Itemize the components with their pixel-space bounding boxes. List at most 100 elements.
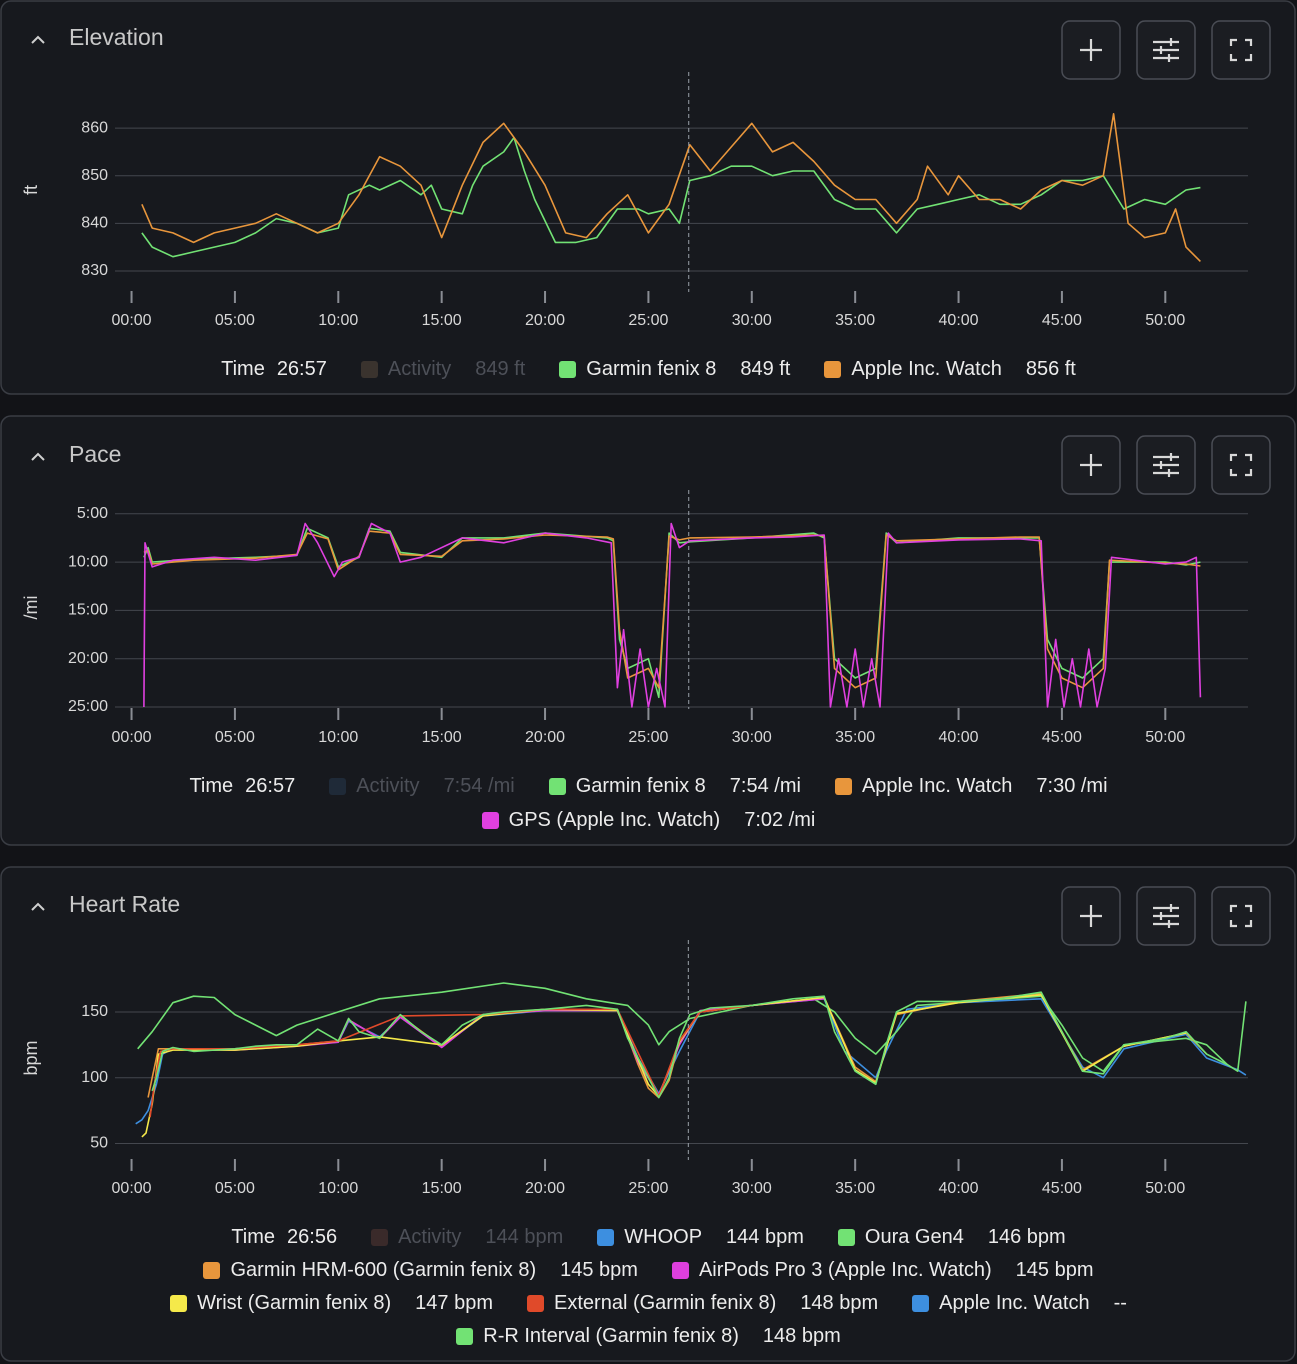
add-button[interactable] [1061, 886, 1121, 946]
collapse-chevron[interactable] [31, 902, 45, 911]
time-label: Time [221, 357, 265, 380]
legend-swatch [597, 1228, 615, 1246]
legend-item[interactable]: Activity 849 ft [360, 358, 525, 381]
legend-item[interactable]: External (Garmin fenix 8) 148 bpm [527, 1292, 878, 1315]
button-frame [1211, 435, 1271, 495]
legend-time: Time 26:57 [221, 358, 327, 381]
add-button[interactable] [1061, 20, 1121, 80]
legend-readout: -- [1113, 1291, 1127, 1314]
x-tick-label: 15:00 [422, 729, 462, 746]
legend-name: Apple Inc. Watch [861, 774, 1013, 797]
legend-swatch [837, 1228, 855, 1246]
x-tick-label: 00:00 [112, 1180, 152, 1197]
x-tick-label: 05:00 [215, 312, 255, 329]
legend-item[interactable]: AirPods Pro 3 (Apple Inc. Watch) 145 bpm [671, 1259, 1094, 1282]
y-axis-label: bpm [21, 1040, 41, 1075]
legend-readout: 7:30 /mi [1036, 774, 1108, 797]
legend-swatch [203, 1261, 221, 1279]
legend-row: Wrist (Garmin fenix 8) 147 bpm External (G… [0, 1288, 1297, 1318]
x-tick-label: 45:00 [1042, 729, 1082, 746]
sliders-icon [1153, 38, 1179, 62]
legend-item[interactable]: Oura Gen4 146 bpm [837, 1225, 1066, 1249]
add-button[interactable] [1061, 435, 1121, 495]
legend-item[interactable]: Apple Inc. Watch 7:30 /mi [834, 774, 1108, 798]
legend-name: R-R Interval (Garmin fenix 8) [483, 1324, 739, 1347]
legend-name: External (Garmin fenix 8) [554, 1291, 777, 1314]
x-tick-label: 25:00 [628, 312, 668, 329]
panel [0, 0, 1296, 395]
legend-row: R-R Interval (Garmin fenix 8) 148 bpm [0, 1321, 1297, 1351]
legend-readout: 7:54 /mi [729, 774, 801, 797]
fullscreen-icon [1229, 38, 1253, 62]
x-tick-label: 15:00 [422, 312, 462, 329]
legend-item[interactable]: Apple Inc. Watch -- [912, 1292, 1127, 1315]
legend-item[interactable]: Wrist (Garmin fenix 8) 147 bpm [170, 1292, 493, 1315]
legend-item[interactable]: Apple Inc. Watch 856 ft [824, 358, 1076, 381]
fullscreen-button[interactable] [1211, 435, 1271, 495]
y-tick-label: 850 [81, 167, 108, 184]
x-tick-label: 10:00 [318, 729, 358, 746]
time-value: 26:57 [276, 357, 327, 380]
legend-item[interactable]: Activity 144 bpm [371, 1226, 563, 1249]
legend-item[interactable]: R-R Interval (Garmin fenix 8) 148 bpm [456, 1324, 841, 1348]
legend-row: GPS (Apple Inc. Watch) 7:02 /mi [0, 805, 1297, 835]
series-line [143, 530, 1201, 689]
y-tick-label: 10:00 [68, 553, 108, 570]
legend-swatch [559, 360, 577, 378]
settings-button[interactable] [1136, 886, 1196, 946]
y-tick-label: 25:00 [68, 698, 108, 715]
legend-name: Apple Inc. Watch [851, 357, 1002, 380]
legend-item[interactable]: Garmin HRM-600 (Garmin fenix 8) 145 bpm [203, 1258, 638, 1282]
series-line [143, 522, 1202, 708]
y-tick-label: 150 [81, 1003, 108, 1020]
x-tick-label: 25:00 [628, 1180, 668, 1197]
x-tick-label: 15:00 [422, 1180, 462, 1197]
legend-row: Garmin HRM-600 (Garmin fenix 8) 145 bpm Ai… [0, 1255, 1297, 1285]
x-tick-label: 30:00 [732, 312, 772, 329]
y-tick-label: 830 [81, 262, 108, 279]
y-tick-label: 15:00 [68, 602, 108, 619]
legend-swatch [329, 777, 347, 795]
panel-title: Heart Rate [69, 891, 180, 917]
fullscreen-button[interactable] [1211, 20, 1271, 80]
time-value: 26:56 [287, 1225, 338, 1248]
x-tick-label: 40:00 [939, 312, 979, 329]
legend-row: Time 26:57 Activity 7:54 /mi Garmin fenix 8 7… [0, 771, 1297, 801]
time-label: Time [189, 774, 234, 797]
y-axis-label: ft [21, 185, 41, 195]
x-tick-label: 50:00 [1145, 312, 1185, 329]
legend-item[interactable]: GPS (Apple Inc. Watch) 7:02 /mi [481, 809, 815, 832]
legend-time: Time 26:56 [231, 1226, 337, 1249]
legend-readout: 145 bpm [560, 1258, 638, 1281]
legend-name: Garmin fenix 8 [575, 774, 706, 797]
fullscreen-button[interactable] [1211, 886, 1271, 946]
panel-title: Pace [69, 441, 121, 467]
y-tick-label: 50 [90, 1135, 108, 1152]
series-line [141, 994, 1187, 1138]
legend-name: Oura Gen4 [864, 1225, 964, 1248]
legend-row: Time 26:56 Activity 144 bpm WHOOP 144 bpm Oura… [0, 1222, 1297, 1252]
series-line [141, 136, 1201, 258]
collapse-chevron[interactable] [31, 452, 45, 461]
collapse-chevron[interactable] [31, 35, 45, 44]
legend-item[interactable]: Garmin fenix 8 7:54 /mi [548, 774, 801, 798]
settings-button[interactable] [1136, 20, 1196, 80]
legend-item[interactable]: Garmin fenix 8 849 ft [559, 358, 790, 381]
legend-readout: 856 ft [1025, 357, 1076, 380]
x-tick-label: 10:00 [318, 312, 358, 329]
x-tick-label: 45:00 [1042, 312, 1082, 329]
plus-icon [1080, 454, 1102, 476]
legend-readout: 849 ft [740, 357, 791, 380]
legend-readout: 146 bpm [987, 1225, 1066, 1248]
legend-name: Activity [356, 774, 420, 797]
legend-item[interactable]: Activity 7:54 /mi [329, 775, 515, 798]
x-tick-label: 35:00 [835, 1180, 875, 1197]
sliders-icon [1153, 904, 1179, 928]
legend-swatch [481, 811, 499, 829]
series-line [151, 991, 1247, 1099]
legend-item[interactable]: WHOOP 144 bpm [597, 1226, 804, 1249]
settings-button[interactable] [1136, 435, 1196, 495]
series-line [141, 113, 1201, 262]
